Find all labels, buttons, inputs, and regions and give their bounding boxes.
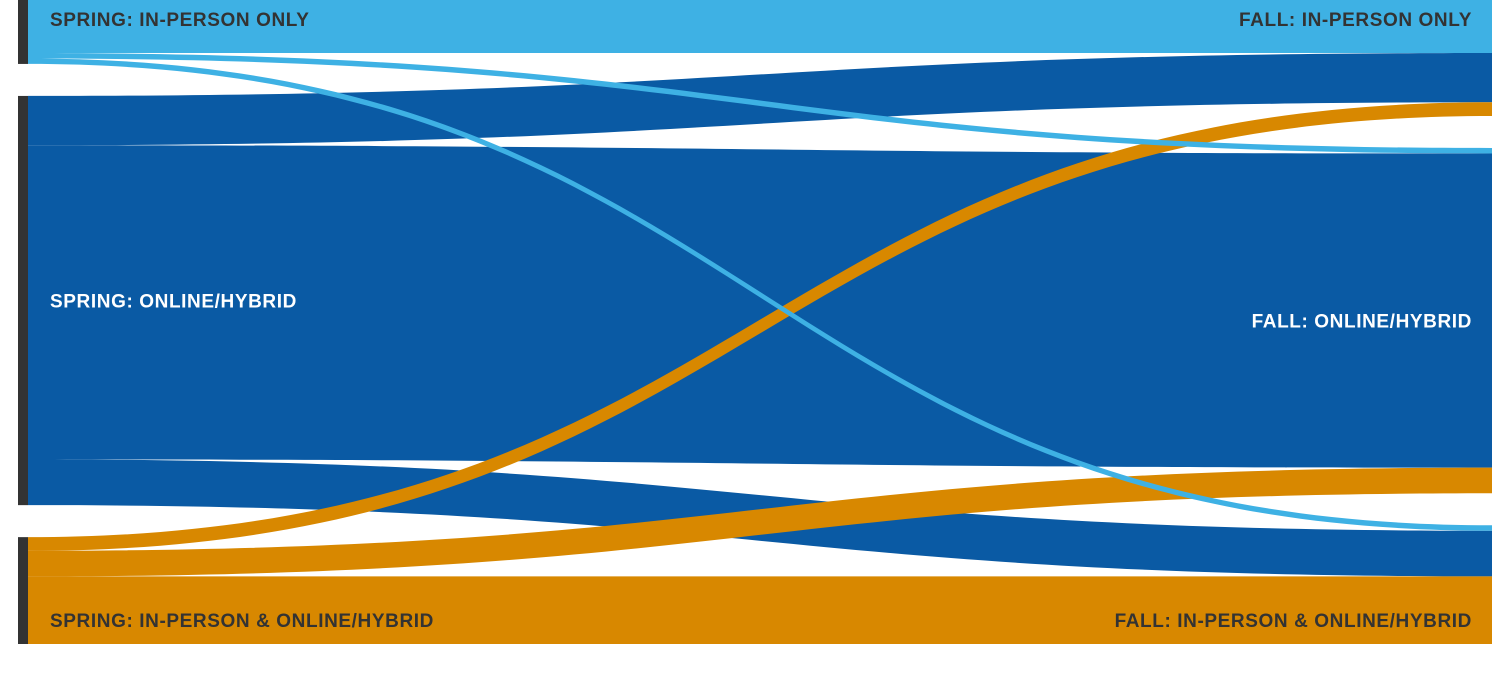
link-both-to-online_hybrid — [28, 467, 1492, 577]
node-label-spring_online: SPRING: ONLINE/HYBRID — [50, 292, 297, 313]
link-in_person-to-both — [28, 58, 1492, 531]
node-label-fall_both: FALL: IN-PERSON & ONLINE/HYBRID — [1115, 611, 1472, 632]
node-label-spring_both: SPRING: IN-PERSON & ONLINE/HYBRID — [50, 611, 434, 632]
link-in_person-to-in_person — [28, 0, 1492, 53]
sankey-node-labels: SPRING: IN-PERSON ONLY SPRING: ONLINE/HYB… — [50, 10, 1472, 632]
link-in_person-to-online_hybrid — [28, 52, 1492, 154]
node-bar-spring_in_person — [18, 0, 28, 64]
node-bar-spring_online — [18, 95, 28, 506]
link-both-to-in_person — [28, 102, 1492, 551]
sankey-links — [28, 0, 1492, 644]
node-label-fall_in_person: FALL: IN-PERSON ONLY — [1239, 10, 1472, 31]
link-online_hybrid-to-in_person — [28, 52, 1492, 146]
sankey-nodes — [18, 0, 28, 644]
node-label-fall_online: FALL: ONLINE/HYBRID — [1252, 312, 1472, 333]
link-both-to-both — [28, 576, 1492, 644]
node-bar-spring_both — [18, 537, 28, 644]
link-online_hybrid-to-online_hybrid — [28, 145, 1492, 468]
node-label-spring_in_person: SPRING: IN-PERSON ONLY — [50, 10, 310, 31]
